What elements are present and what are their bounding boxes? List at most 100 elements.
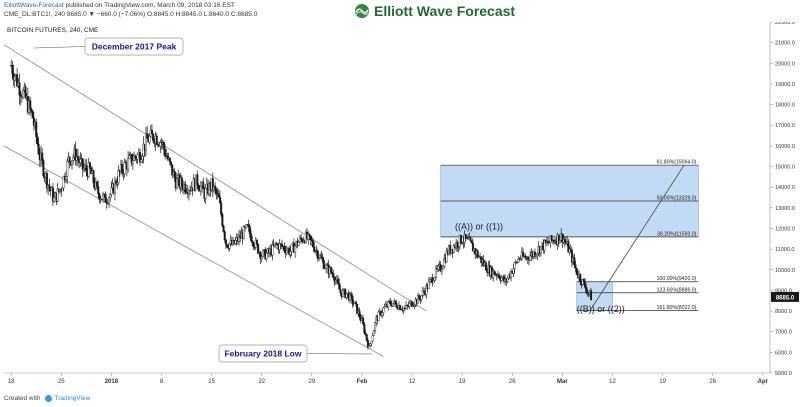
y-tick-label: 15000.0: [775, 165, 795, 171]
wave-label: ((B)) or ((2)): [577, 304, 625, 314]
candle-body: [470, 240, 473, 244]
x-tick-label: 12: [409, 379, 416, 385]
candle-body: [204, 188, 207, 199]
x-tick-label: 25: [58, 379, 65, 385]
tradingview-icon: [44, 395, 52, 402]
candle-body: [41, 152, 44, 161]
candle-body: [107, 197, 110, 204]
wave-globe-icon: [355, 4, 369, 18]
footer-created-with: Created with: [4, 395, 41, 402]
candle-body: [180, 177, 183, 186]
author-link[interactable]: ElliottWave-Forecast: [4, 2, 64, 9]
brand-logo-text: Elliott Wave Forecast: [374, 3, 516, 19]
candle-body: [187, 190, 190, 194]
candle-body: [283, 246, 286, 251]
fib-level-label: 123.60%(8886.0): [657, 287, 697, 293]
footer-brand-link[interactable]: TradingView: [54, 395, 91, 402]
candle-body: [96, 181, 99, 187]
candle-body: [211, 178, 214, 191]
last-price-label: 8685.0: [776, 295, 795, 301]
candle-body: [144, 133, 147, 151]
candle-body: [115, 180, 118, 185]
candle-body: [535, 254, 538, 258]
candle-body: [345, 293, 348, 298]
candle-body: [290, 244, 293, 252]
candle-body: [559, 240, 562, 244]
candle-body: [539, 245, 542, 254]
publish-info-text: published on TradingView.com, March 09, …: [65, 2, 235, 9]
candle-body: [337, 278, 340, 284]
y-tick-label: 7000.0: [775, 330, 792, 336]
x-tick-label: Mar: [557, 379, 568, 385]
candle-body: [285, 250, 288, 254]
ohlc-readout: CME_DL:BTC1!, 240 8685.0 ▼ −660.0 (−7.06…: [4, 11, 258, 18]
footer: Created with TradingView: [4, 395, 90, 402]
candle-body: [242, 226, 245, 240]
candle-body: [197, 184, 200, 189]
candle-body: [358, 310, 361, 318]
candle-body: [56, 188, 59, 202]
candle-body: [412, 305, 415, 307]
candle-body: [140, 159, 143, 163]
candle-body: [297, 241, 300, 246]
candle-body: [421, 290, 424, 296]
candle-body: [374, 322, 377, 331]
y-tick-label: 11000.0: [775, 247, 794, 253]
candle-body: [338, 283, 341, 290]
candle-body: [350, 293, 353, 297]
candle-body: [37, 143, 40, 155]
candle-body: [196, 174, 199, 186]
candle-body: [411, 301, 414, 307]
candle-body: [464, 234, 467, 239]
candle-body: [339, 289, 342, 294]
candle-body: [543, 239, 546, 251]
candle-body: [579, 274, 582, 282]
candle-body: [309, 235, 312, 241]
candle-body: [218, 196, 221, 204]
candle-body: [382, 307, 385, 313]
candle-body: [557, 234, 560, 244]
candle-body: [563, 239, 566, 242]
candle-body: [459, 235, 462, 244]
candle-body: [289, 251, 292, 255]
candle-body: [485, 262, 488, 271]
candle-body: [370, 341, 373, 344]
candle-body: [117, 170, 120, 184]
candle-body: [399, 305, 402, 310]
fib-level-label: 161.80%(8022.0): [657, 305, 697, 311]
candle-body: [202, 182, 205, 190]
candle-body: [533, 251, 536, 258]
candle-body: [31, 110, 34, 119]
candle-body: [234, 240, 237, 245]
callout-label: December 2017 Peak: [92, 42, 177, 52]
candle-body: [35, 121, 38, 137]
candle-body: [320, 255, 323, 259]
candle-body: [109, 194, 112, 198]
candle-body: [215, 189, 218, 195]
candle-body: [18, 82, 21, 96]
candle-body: [136, 154, 139, 160]
candle-body: [570, 250, 573, 263]
candle-body: [173, 171, 176, 179]
x-tick-label: 12: [609, 379, 616, 385]
price-chart[interactable]: 61.80%(15064.0) 50.00%(13329.0) 38.20%(115…: [0, 22, 800, 394]
candle-body: [307, 233, 310, 240]
candle-body: [500, 277, 503, 281]
candle-body: [363, 323, 366, 334]
candle-body: [417, 295, 420, 304]
candle-body: [294, 245, 297, 253]
candle-body: [273, 243, 276, 246]
publish-info: ElliottWave-Forecast published on Tradin…: [4, 2, 235, 9]
x-tick-label: 15: [208, 379, 215, 385]
candle-body: [155, 135, 158, 145]
candle-body: [152, 133, 155, 141]
candle-body: [65, 176, 68, 180]
candle-body: [62, 176, 65, 189]
candle-body: [271, 244, 274, 256]
y-tick-label: 17000.0: [775, 123, 795, 129]
y-tick-label: 16000.0: [775, 144, 795, 150]
channel-line-1: [3, 44, 427, 312]
candle-body: [381, 312, 384, 316]
candle-body: [159, 141, 162, 147]
candle-body: [261, 250, 264, 258]
